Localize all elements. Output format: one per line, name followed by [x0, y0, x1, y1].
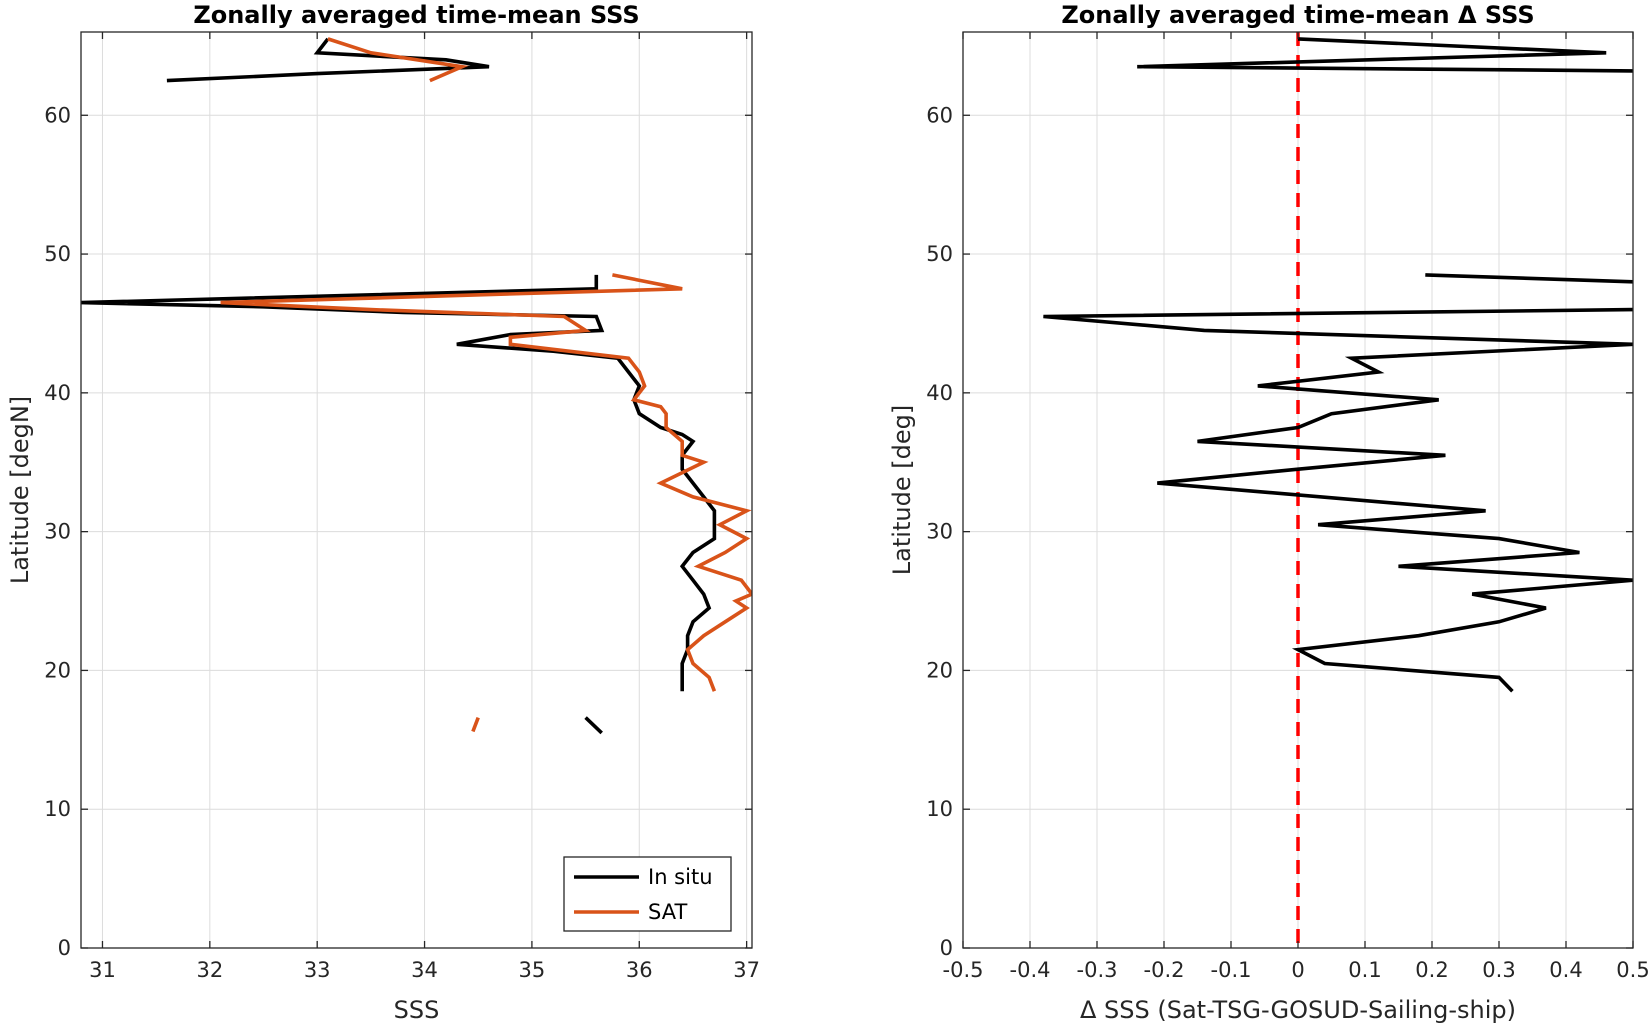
in-situ-series-line [166, 37, 490, 83]
delta-sss-x-tick-label: -0.5 [943, 958, 984, 982]
delta-sss-y-tick-label: 60 [926, 103, 953, 127]
sss-y-tick-label: 50 [44, 242, 71, 266]
in-situ-series-line [81, 274, 717, 692]
legend: In situ SAT [563, 856, 732, 932]
sss-y-axis-label: Latitude [degN] [6, 396, 34, 584]
sss-y-tick-label: 10 [44, 797, 71, 821]
legend-label: SAT [648, 900, 687, 924]
delta-sss-x-tick-label: 0 [1291, 958, 1304, 982]
sss-panel: 31 32 33 34 35 36 37 0 10 20 30 40 50 60 Zonally avera… [6, 1, 760, 1024]
delta-sss-x-tick-label: -0.1 [1211, 958, 1252, 982]
sss-x-tick-label: 33 [304, 958, 331, 982]
sss-axes-box [80, 31, 753, 949]
sss-x-tick-label: 35 [519, 958, 546, 982]
delta-sss-x-tick-label: 0.4 [1549, 958, 1582, 982]
delta-sss-x-tick-label: 0.3 [1482, 958, 1515, 982]
sat-series-line [220, 273, 752, 692]
delta-sss-series-group [1043, 37, 1633, 693]
sss-series-group [81, 37, 752, 735]
delta-sss-x-tick-label: 0.1 [1348, 958, 1381, 982]
in-situ-series-line [584, 716, 603, 735]
sss-y-tick-label: 40 [44, 381, 71, 405]
delta-sss-y-tick-label: 30 [926, 520, 953, 544]
sss-x-tick-label: 32 [196, 958, 223, 982]
delta-series-line [1043, 307, 1633, 693]
delta-series-line [1137, 37, 1633, 73]
legend-box [563, 856, 732, 932]
sss-x-axis-label: SSS [394, 996, 440, 1024]
delta-sss-y-tick-label: 10 [926, 797, 953, 821]
sss-x-tick-label: 31 [89, 958, 116, 982]
delta-series-line [1425, 273, 1633, 284]
delta-sss-y-tick-label: 0 [940, 936, 953, 960]
sat-series-line [471, 716, 480, 733]
delta-sss-x-tick-label: 0.5 [1616, 958, 1649, 982]
delta-sss-x-axis-label: Δ SSS (Sat-TSG-GOSUD-Sailing-ship) [1080, 996, 1516, 1024]
sss-x-tick-label: 37 [733, 958, 760, 982]
sss-y-tick-label: 30 [44, 520, 71, 544]
delta-sss-x-tick-label: -0.2 [1144, 958, 1185, 982]
delta-sss-y-tick-label: 40 [926, 381, 953, 405]
sss-chart-title: Zonally averaged time-mean SSS [193, 1, 639, 29]
delta-sss-x-tick-label: -0.3 [1077, 958, 1118, 982]
sss-y-tick-label: 60 [44, 103, 71, 127]
delta-sss-chart-title: Zonally averaged time-mean Δ SSS [1061, 1, 1534, 29]
sss-x-tick-label: 36 [626, 958, 653, 982]
delta-sss-y-axis-label: Latitude [deg] [888, 405, 916, 575]
sat-series-line [327, 37, 469, 83]
legend-label: In situ [648, 865, 713, 889]
sss-y-tick-label: 0 [58, 936, 71, 960]
sss-y-tick-label: 20 [44, 658, 71, 682]
delta-sss-x-tick-label: -0.4 [1010, 958, 1051, 982]
delta-sss-panel: -0.5 -0.4 -0.3 -0.2 -0.1 0 0.1 0.2 0.3 0.4 0.5 0 10 2… [888, 1, 1650, 1024]
delta-sss-y-tick-label: 20 [926, 658, 953, 682]
sss-x-tick-label: 34 [411, 958, 438, 982]
delta-sss-x-tick-label: 0.2 [1415, 958, 1448, 982]
delta-sss-y-tick-label: 50 [926, 242, 953, 266]
